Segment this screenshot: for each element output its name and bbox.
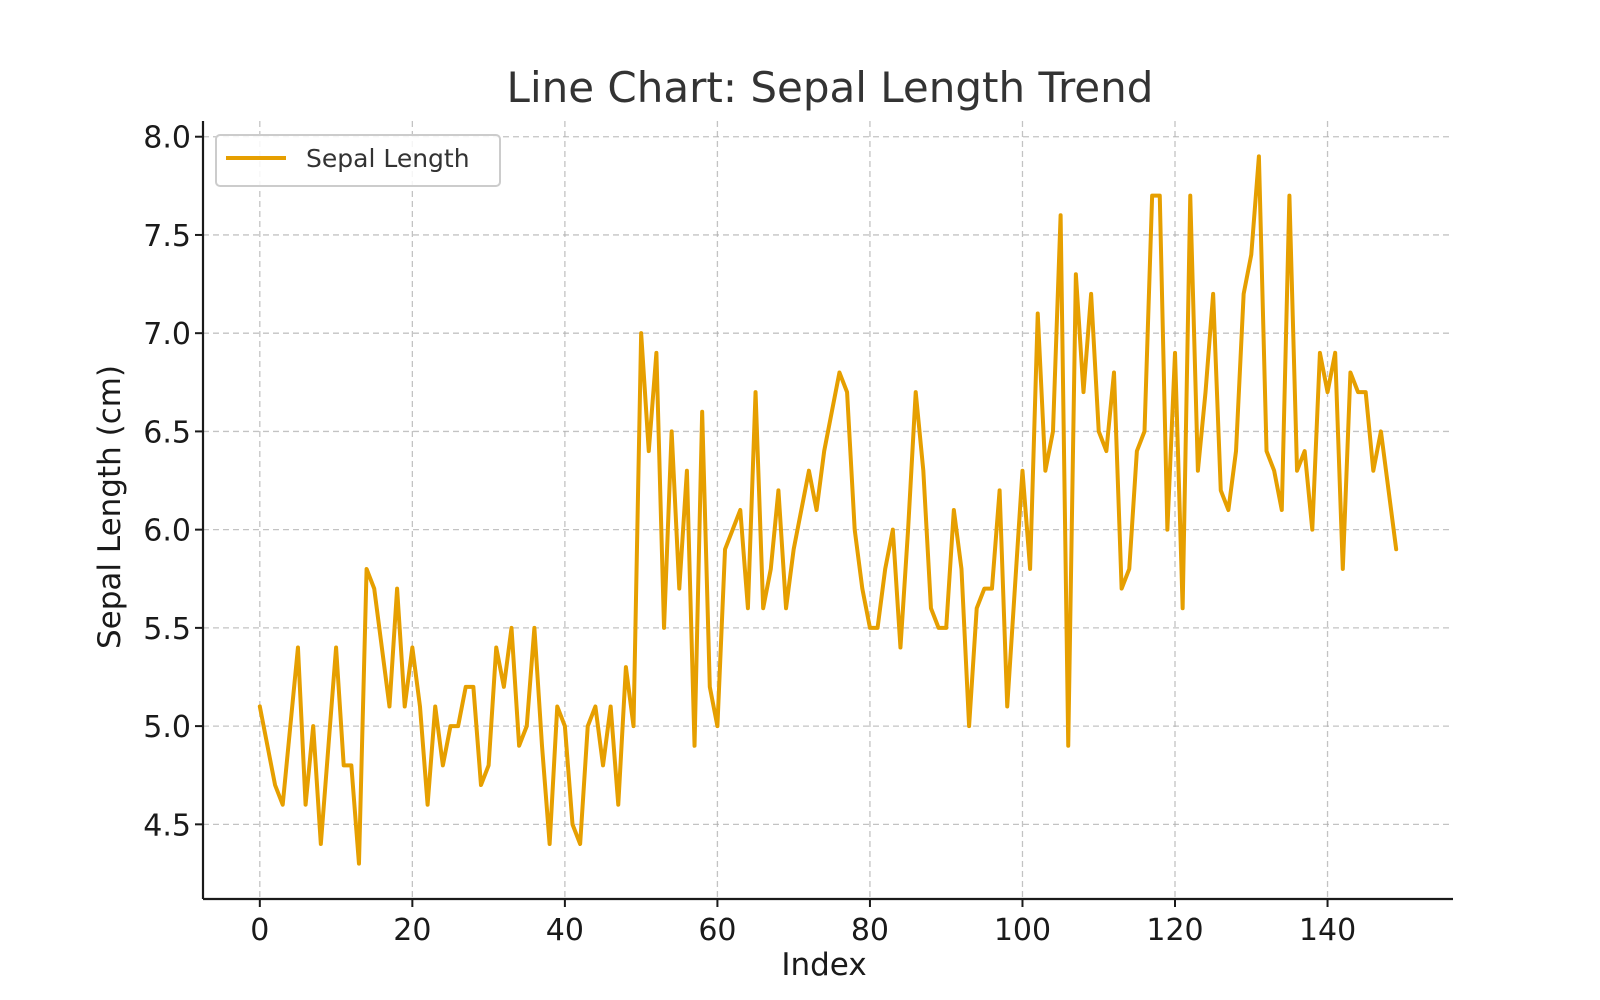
x-tick-label: 120 xyxy=(1146,913,1203,948)
y-tick-label: 7.5 xyxy=(143,219,191,254)
x-tick-label: 20 xyxy=(393,913,431,948)
y-tick-label: 5.5 xyxy=(143,612,191,647)
x-tick-label: 0 xyxy=(250,913,269,948)
x-axis-label: Index xyxy=(781,947,866,983)
grid xyxy=(203,121,1453,899)
x-tick-label: 100 xyxy=(994,913,1051,948)
x-tick-label: 60 xyxy=(698,913,736,948)
x-tick-label: 80 xyxy=(851,913,889,948)
y-tick-label: 8.0 xyxy=(143,121,191,156)
series-line-sepal-length xyxy=(257,154,1399,866)
series-layer xyxy=(257,154,1399,866)
y-tick-label: 4.5 xyxy=(143,808,191,843)
x-tick-label: 140 xyxy=(1299,913,1356,948)
y-tick-label: 7.0 xyxy=(143,317,191,352)
legend-box xyxy=(215,134,501,187)
legend-label-sepal-length: Sepal Length xyxy=(306,144,470,173)
legend: Sepal Length xyxy=(215,134,501,187)
chart-title: Line Chart: Sepal Length Trend xyxy=(507,63,1154,112)
y-tick-label: 5.0 xyxy=(143,710,191,745)
axes xyxy=(195,121,1453,907)
tick-labels: 0 20 40 60 80 100 120 140 4.5 5.0 5.5 6.0 6.5 7.0 7.5 8… xyxy=(143,121,1356,948)
y-tick-label: 6.0 xyxy=(143,514,191,549)
y-axis-label: Sepal Length (cm) xyxy=(92,365,128,649)
x-tick-label: 40 xyxy=(546,913,584,948)
y-tick-label: 6.5 xyxy=(143,415,191,450)
